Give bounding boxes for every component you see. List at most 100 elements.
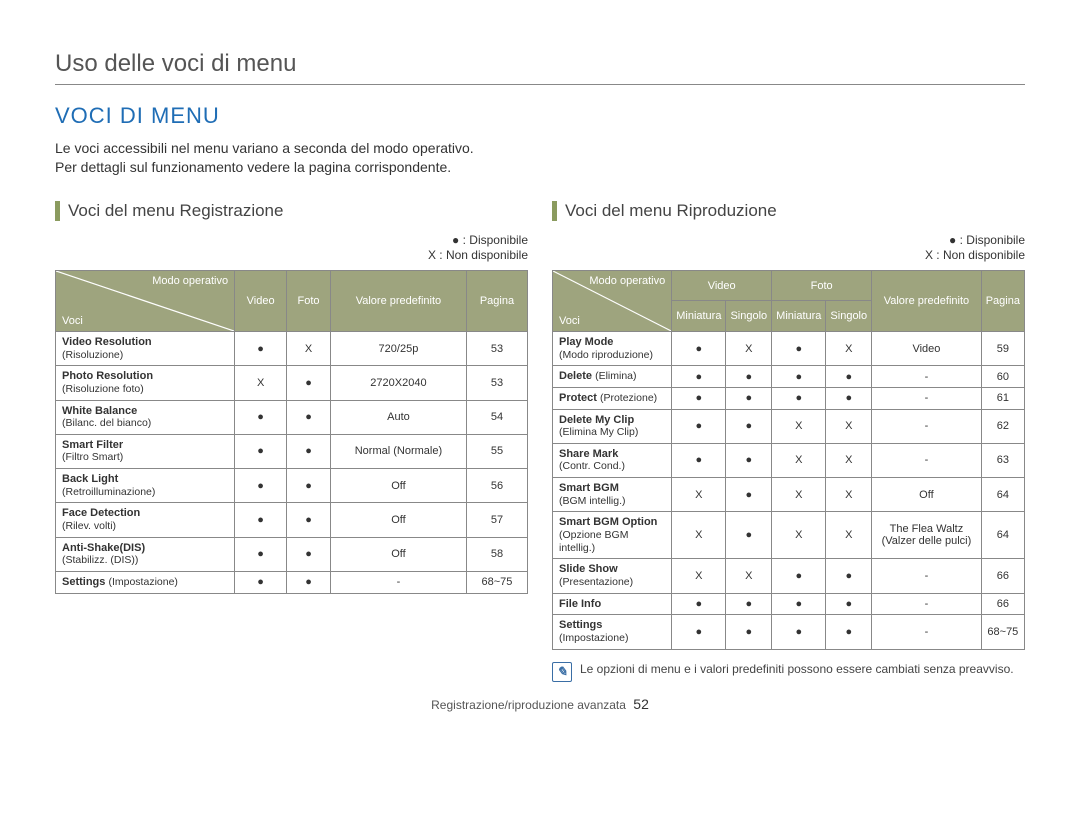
col-singolo: Singolo xyxy=(726,301,772,332)
cell: ● xyxy=(826,559,872,593)
diag-top: Modo operativo xyxy=(589,275,665,287)
table-row: Smart Filter(Filtro Smart)●●Normal (Norm… xyxy=(56,434,528,468)
cell: 56 xyxy=(466,469,527,503)
cell: ● xyxy=(235,400,287,434)
legend-unavailable: X : Non disponibile xyxy=(55,248,528,264)
cell: X xyxy=(826,409,872,443)
table-row: Back Light(Retroilluminazione)●●Off56 xyxy=(56,469,528,503)
left-column: Voci del menu Registrazione ● : Disponib… xyxy=(55,197,528,682)
table-row: Share Mark(Contr. Cond.)●●XX-63 xyxy=(553,443,1025,477)
cell: Video xyxy=(872,331,982,365)
cell: The Flea Waltz (Valzer delle pulci) xyxy=(872,512,982,559)
cell: 64 xyxy=(981,478,1024,512)
cell: ● xyxy=(287,469,331,503)
item-cell: Slide Show(Presentazione) xyxy=(553,559,672,593)
cell: ● xyxy=(726,366,772,388)
cell: - xyxy=(872,443,982,477)
cell: ● xyxy=(287,537,331,571)
item-cell: Anti-Shake(DIS)(Stabilizz. (DIS)) xyxy=(56,537,235,571)
legend-available: ● : Disponibile xyxy=(55,233,528,249)
table-row: Slide Show(Presentazione)XX●●-66 xyxy=(553,559,1025,593)
item-cell: Back Light(Retroilluminazione) xyxy=(56,469,235,503)
item-cell: Delete (Elimina) xyxy=(553,366,672,388)
cell: ● xyxy=(672,331,726,365)
right-column: Voci del menu Riproduzione ● : Disponibi… xyxy=(552,197,1025,682)
cell: ● xyxy=(287,366,331,400)
cell: X xyxy=(672,512,726,559)
cell: ● xyxy=(287,503,331,537)
cell: ● xyxy=(235,537,287,571)
cell: ● xyxy=(726,593,772,615)
page-title: Uso delle voci di menu xyxy=(55,50,1025,78)
cell: ● xyxy=(726,409,772,443)
cell: ● xyxy=(772,331,826,365)
cell: ● xyxy=(826,593,872,615)
cell: ● xyxy=(235,571,287,593)
table-row: Smart BGM(BGM intellig.)X●XXOff64 xyxy=(553,478,1025,512)
item-cell: White Balance(Bilanc. del bianco) xyxy=(56,400,235,434)
cell: 66 xyxy=(981,559,1024,593)
cell: X xyxy=(287,331,331,365)
item-cell: Settings (Impostazione) xyxy=(56,571,235,593)
item-cell: Play Mode(Modo riproduzione) xyxy=(553,331,672,365)
cell: ● xyxy=(235,503,287,537)
cell: - xyxy=(872,409,982,443)
cell: ● xyxy=(772,559,826,593)
note-icon: ✎ xyxy=(552,662,572,682)
col-default: Valore predefinito xyxy=(330,270,466,331)
title-rule xyxy=(55,84,1025,85)
cell: 53 xyxy=(466,366,527,400)
cell: 54 xyxy=(466,400,527,434)
table-row: Settings(Impostazione)●●●●-68~75 xyxy=(553,615,1025,649)
cell: 720/25p xyxy=(330,331,466,365)
intro-line: Per dettagli sul funzionamento vedere la… xyxy=(55,158,1025,177)
cell: ● xyxy=(672,615,726,649)
cell: X xyxy=(726,559,772,593)
cell: ● xyxy=(287,571,331,593)
cell: X xyxy=(826,478,872,512)
cell: ● xyxy=(726,512,772,559)
intro-text: Le voci accessibili nel menu variano a s… xyxy=(55,139,1025,177)
cell: 63 xyxy=(981,443,1024,477)
cell: 66 xyxy=(981,593,1024,615)
cell: ● xyxy=(726,387,772,409)
table-row: White Balance(Bilanc. del bianco)●●Auto5… xyxy=(56,400,528,434)
legend: ● : Disponibile X : Non disponibile xyxy=(55,233,528,264)
cell: ● xyxy=(287,434,331,468)
item-cell: Video Resolution(Risoluzione) xyxy=(56,331,235,365)
cell: - xyxy=(872,615,982,649)
cell: ● xyxy=(726,478,772,512)
table-row: Delete My Clip(Elimina My Clip)●●XX-62 xyxy=(553,409,1025,443)
table-row: File Info●●●●-66 xyxy=(553,593,1025,615)
item-cell: Delete My Clip(Elimina My Clip) xyxy=(553,409,672,443)
cell: X xyxy=(826,331,872,365)
cell: 55 xyxy=(466,434,527,468)
cell: X xyxy=(772,443,826,477)
cell: X xyxy=(826,443,872,477)
section-heading: VOCI DI MENU xyxy=(55,103,1025,129)
cell: ● xyxy=(726,443,772,477)
playback-table: Modo operativo Voci Video Foto Valore pr… xyxy=(552,270,1025,650)
right-subhead: Voci del menu Riproduzione xyxy=(552,201,1025,221)
diag-top: Modo operativo xyxy=(152,275,228,287)
cell: ● xyxy=(235,434,287,468)
item-cell: Face Detection(Rilev. volti) xyxy=(56,503,235,537)
note-text: Le opzioni di menu e i valori predefinit… xyxy=(580,662,1014,676)
cell: ● xyxy=(772,387,826,409)
cell: ● xyxy=(726,615,772,649)
item-cell: Photo Resolution(Risoluzione foto) xyxy=(56,366,235,400)
cell: 68~75 xyxy=(466,571,527,593)
item-cell: File Info xyxy=(553,593,672,615)
table-row: Photo Resolution(Risoluzione foto)X●2720… xyxy=(56,366,528,400)
footer: Registrazione/riproduzione avanzata 52 xyxy=(55,696,1025,712)
col-singolo: Singolo xyxy=(826,301,872,332)
cell: 64 xyxy=(981,512,1024,559)
col-video: Video xyxy=(672,270,772,301)
cell: ● xyxy=(826,615,872,649)
cell: ● xyxy=(772,366,826,388)
col-miniatura: Miniatura xyxy=(672,301,726,332)
table-row: Smart BGM Option(Opzione BGM intellig.)X… xyxy=(553,512,1025,559)
cell: Off xyxy=(330,469,466,503)
col-foto: Foto xyxy=(772,270,872,301)
diag-bottom: Voci xyxy=(559,315,580,327)
